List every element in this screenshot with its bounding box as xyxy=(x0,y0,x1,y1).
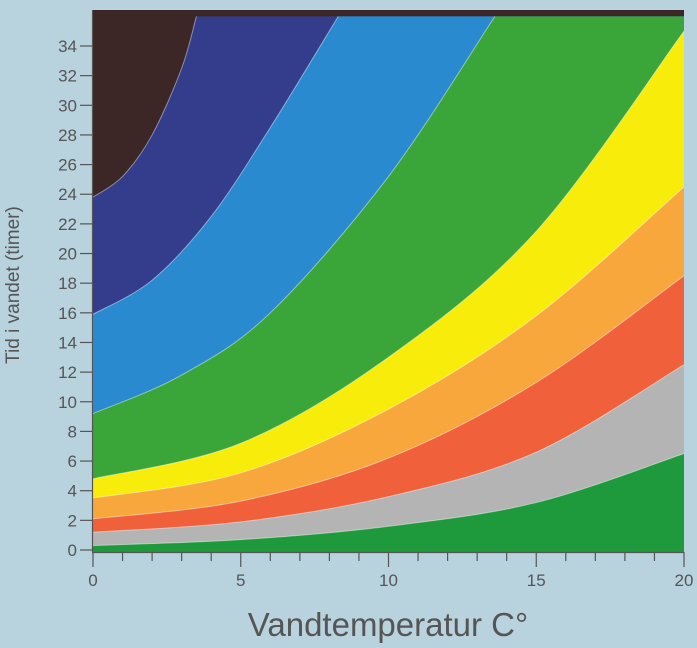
y-tick-label: 26 xyxy=(58,156,77,175)
y-tick-label: 28 xyxy=(58,126,77,145)
y-tick-label: 18 xyxy=(58,274,77,293)
x-tick-label: 10 xyxy=(379,571,398,590)
plot-area xyxy=(92,10,684,552)
y-tick-label: 22 xyxy=(58,215,77,234)
band-boundary-line xyxy=(92,16,496,415)
band-boundary-line xyxy=(92,186,684,499)
y-tick-label: 16 xyxy=(58,304,77,323)
x-tick-label: 5 xyxy=(236,571,245,590)
y-tick-label: 30 xyxy=(58,96,77,115)
y-axis-title: Tid i vandet (timer) xyxy=(3,206,24,364)
contour-bands xyxy=(92,10,684,552)
y-tick-label: 24 xyxy=(58,185,77,204)
band-boundary-line xyxy=(92,16,197,198)
band-boundaries xyxy=(92,16,684,547)
y-tick-label: 12 xyxy=(58,363,77,382)
x-tick-label: 20 xyxy=(675,571,694,590)
band-boundary-line xyxy=(92,30,684,480)
x-tick-label: 15 xyxy=(527,571,546,590)
band-boundary-line xyxy=(92,16,339,315)
y-tick-label: 0 xyxy=(68,541,77,560)
y-tick-label: 14 xyxy=(58,333,77,352)
y-tick-label: 20 xyxy=(58,245,77,264)
contour-band xyxy=(92,453,684,552)
x-axis: 0 5 10 15 20 xyxy=(88,551,694,590)
y-tick-label: 8 xyxy=(68,422,77,441)
band-boundary-line xyxy=(92,364,684,533)
band-boundary-line xyxy=(92,453,684,547)
y-tick-label: 4 xyxy=(68,482,77,501)
band-boundary-line xyxy=(92,275,684,520)
x-axis-title: Vandtemperatur C° xyxy=(248,606,528,643)
y-tick-label: 32 xyxy=(58,67,77,86)
y-tick-label: 34 xyxy=(58,37,77,56)
y-tick-label: 6 xyxy=(68,452,77,471)
y-tick-label: 2 xyxy=(68,511,77,530)
x-tick-label: 0 xyxy=(88,571,97,590)
y-tick-label: 10 xyxy=(58,393,77,412)
